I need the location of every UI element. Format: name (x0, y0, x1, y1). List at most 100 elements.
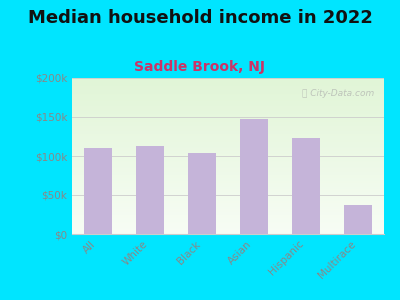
Bar (84, 148, 112, 234)
Bar (72, 145, 384, 147)
Bar (72, 81, 384, 83)
Bar (72, 156, 384, 158)
Bar (72, 109, 384, 111)
Bar (72, 170, 384, 172)
Text: Saddle Brook, NJ: Saddle Brook, NJ (134, 60, 266, 74)
Bar (72, 84, 384, 86)
Bar (72, 123, 384, 125)
Bar (72, 125, 384, 126)
Bar (72, 181, 384, 182)
Bar (72, 101, 384, 103)
Bar (72, 140, 384, 142)
Bar (72, 98, 384, 100)
Bar (72, 169, 384, 170)
Bar (72, 201, 384, 203)
Bar (72, 220, 384, 221)
Bar (72, 209, 384, 211)
Bar (72, 106, 384, 108)
Bar (72, 116, 384, 117)
Bar (72, 172, 384, 173)
Bar (72, 91, 384, 92)
Bar (72, 87, 384, 89)
Bar (72, 190, 384, 192)
Bar (72, 153, 384, 154)
Bar (72, 126, 384, 128)
Bar (72, 223, 384, 225)
Bar (72, 104, 384, 106)
Bar (72, 89, 384, 91)
Bar (72, 225, 384, 226)
Bar (72, 108, 384, 109)
Bar (72, 194, 384, 195)
Bar (72, 137, 384, 139)
Bar (72, 94, 384, 95)
Bar (72, 83, 384, 84)
Bar (72, 143, 384, 145)
Bar (72, 122, 384, 123)
Bar (136, 146, 164, 234)
Bar (72, 186, 384, 187)
Bar (72, 212, 384, 214)
Bar (72, 218, 384, 220)
Bar (188, 153, 216, 234)
Bar (72, 133, 384, 134)
Bar (72, 131, 384, 133)
Bar (72, 136, 384, 137)
Bar (72, 159, 384, 161)
Bar (72, 97, 384, 98)
Text: Median household income in 2022: Median household income in 2022 (28, 9, 372, 27)
Bar (72, 214, 384, 215)
Bar (72, 80, 384, 81)
Bar (72, 217, 384, 218)
Bar (72, 158, 384, 159)
Bar (344, 205, 372, 234)
Bar (72, 175, 384, 176)
Bar (72, 161, 384, 162)
Bar (72, 147, 384, 148)
Bar (72, 154, 384, 156)
Bar (72, 95, 384, 97)
Bar (72, 189, 384, 190)
Bar (72, 162, 384, 164)
Bar (72, 173, 384, 175)
Bar (72, 130, 384, 131)
Bar (72, 232, 384, 234)
Bar (72, 215, 384, 217)
Bar (72, 118, 384, 120)
Bar (72, 184, 384, 186)
Bar (72, 165, 384, 167)
Bar (72, 176, 384, 178)
Bar (72, 187, 384, 189)
Bar (72, 164, 384, 165)
Bar (72, 228, 384, 229)
Bar (72, 114, 384, 116)
Bar (72, 206, 384, 208)
Bar (72, 179, 384, 181)
Bar (72, 111, 384, 112)
Bar (72, 198, 384, 200)
Bar (72, 208, 384, 209)
Bar (72, 204, 384, 206)
Bar (292, 138, 320, 234)
Bar (72, 112, 384, 114)
Bar (72, 200, 384, 201)
Bar (72, 203, 384, 204)
Bar (72, 226, 384, 228)
Bar (72, 100, 384, 101)
Bar (72, 139, 384, 140)
Bar (72, 231, 384, 232)
Bar (72, 148, 384, 150)
Bar (72, 92, 384, 94)
Bar (72, 192, 384, 194)
Bar (72, 86, 384, 87)
Bar (72, 128, 384, 130)
Bar (72, 120, 384, 122)
Bar (72, 150, 384, 151)
Bar (72, 151, 384, 153)
Bar (72, 134, 384, 136)
Text: ⓘ City-Data.com: ⓘ City-Data.com (302, 89, 375, 98)
Bar (72, 221, 384, 223)
Bar (72, 229, 384, 231)
Bar (240, 118, 268, 234)
Bar (72, 78, 384, 80)
